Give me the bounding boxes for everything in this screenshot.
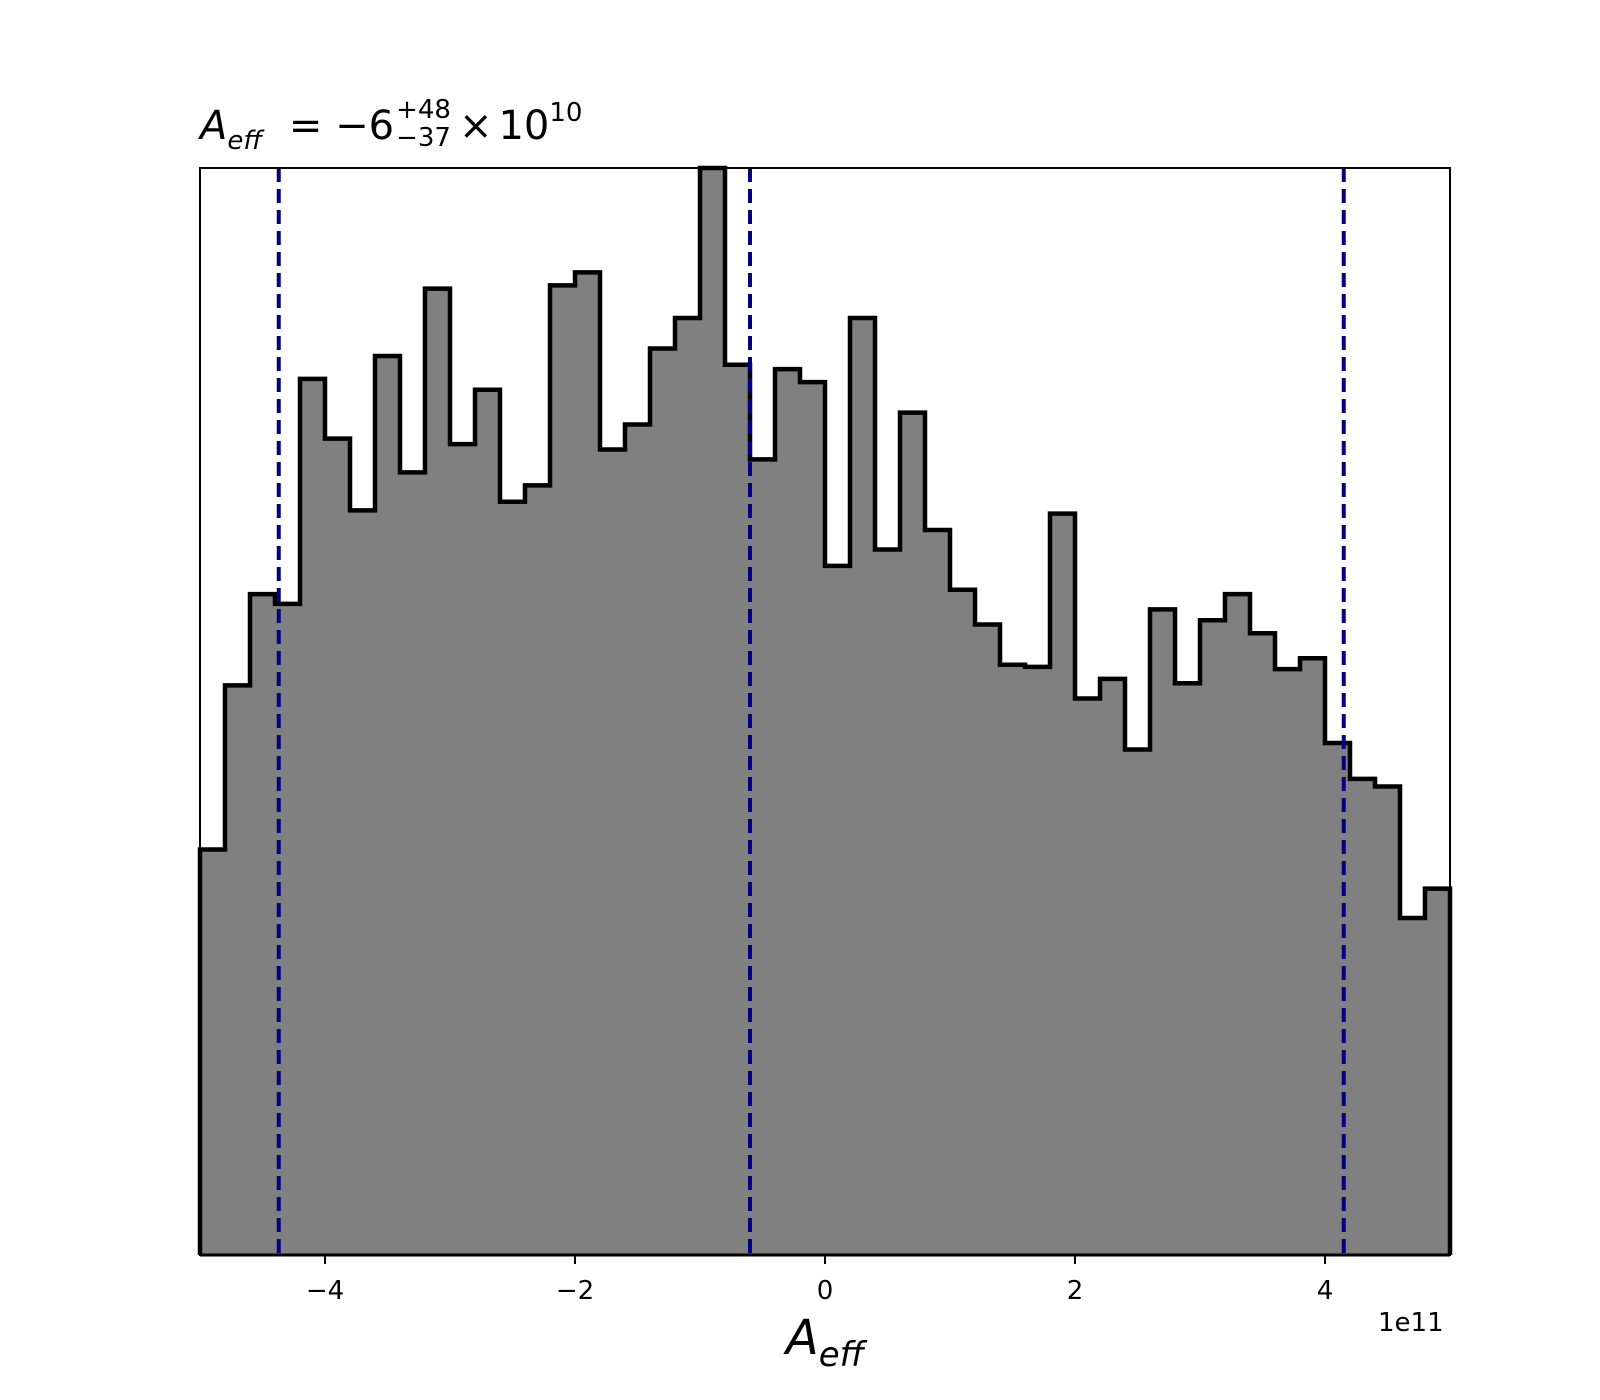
histogram-step-outline [197,165,1453,1255]
title-symbol: A [200,103,228,149]
histogram-bar [625,424,651,1256]
x-ticks: −4 −2 0 2 4 [306,1255,1333,1306]
x-tick-label: −2 [556,1276,594,1306]
histogram-bar [1375,786,1401,1255]
x-axis-label-symbol: A [785,1310,819,1366]
histogram-bar [350,510,376,1255]
histogram-bar [400,472,426,1255]
histogram-bar [1425,888,1451,1255]
x-axis-offset-label: 1e11 [1378,1308,1444,1338]
title-symbol-subscript: eff [227,126,263,156]
histogram-bar [950,589,976,1255]
histogram-bar [800,382,826,1255]
histogram-bar [1250,633,1276,1255]
histogram-bar [750,459,776,1255]
quantile-lines [276,168,1346,1255]
title-times: × [458,103,493,149]
histogram-bar [1150,609,1176,1255]
title-uncertainty: +48 −37 [396,96,451,152]
title-upper-error: +48 [396,95,451,125]
histogram-bar [300,378,326,1255]
x-axis-label-subscript: eff [818,1335,865,1375]
histogram-bar [1225,594,1251,1255]
chart-title: Aeff = −6 +48 −37 × 1010 [200,96,583,156]
histogram-bar [1400,918,1426,1255]
histogram-bar [675,318,701,1256]
x-tick-label: 2 [1067,1276,1084,1306]
x-tick-label: 0 [817,1276,834,1306]
histogram-bars [200,168,1451,1256]
title-value: −6 [335,103,395,149]
histogram-bar [925,529,951,1255]
histogram-bar [425,288,451,1256]
histogram-bar [1350,778,1376,1255]
x-tick-label: 4 [1317,1276,1334,1306]
histogram-bar [550,285,576,1255]
histogram-bar [1075,698,1101,1255]
histogram-bar [700,168,726,1255]
histogram-bar [1050,513,1076,1255]
histogram-bar [1175,683,1201,1255]
histogram-bar [725,364,751,1255]
histogram-bar [900,412,926,1255]
histogram-bar [375,356,401,1255]
histogram-bar [1275,669,1301,1255]
histogram-bar [775,369,801,1256]
histogram-bar [650,348,676,1255]
histogram-bar [975,624,1001,1255]
histogram-bar [1100,678,1126,1255]
histogram-bar [1325,743,1351,1255]
histogram-bar [475,389,501,1255]
x-axis-label: Aeff [0,1310,1600,1375]
title-exponent: 10 [549,98,583,128]
histogram-bar [575,272,601,1255]
histogram-bar [500,501,526,1256]
histogram-bar [1025,666,1051,1255]
histogram-bar [850,318,876,1256]
histogram-bar [1300,658,1326,1255]
histogram-bar [600,449,626,1256]
histogram-bar [1125,749,1151,1255]
title-equals: = [288,103,323,149]
histogram-bar [200,849,226,1255]
histogram-bar [525,485,551,1255]
histogram-bar [825,565,851,1255]
title-lower-error: −37 [396,123,451,153]
histogram-bar [1000,664,1026,1255]
histogram-bar [1200,620,1226,1255]
x-tick-label: −4 [306,1276,344,1306]
histogram-bar [450,444,476,1255]
histogram-bar [875,549,901,1255]
histogram-bar [225,685,251,1255]
title-base: 10 [498,103,550,149]
histogram-bar [250,594,276,1255]
histogram-bar [325,438,351,1256]
